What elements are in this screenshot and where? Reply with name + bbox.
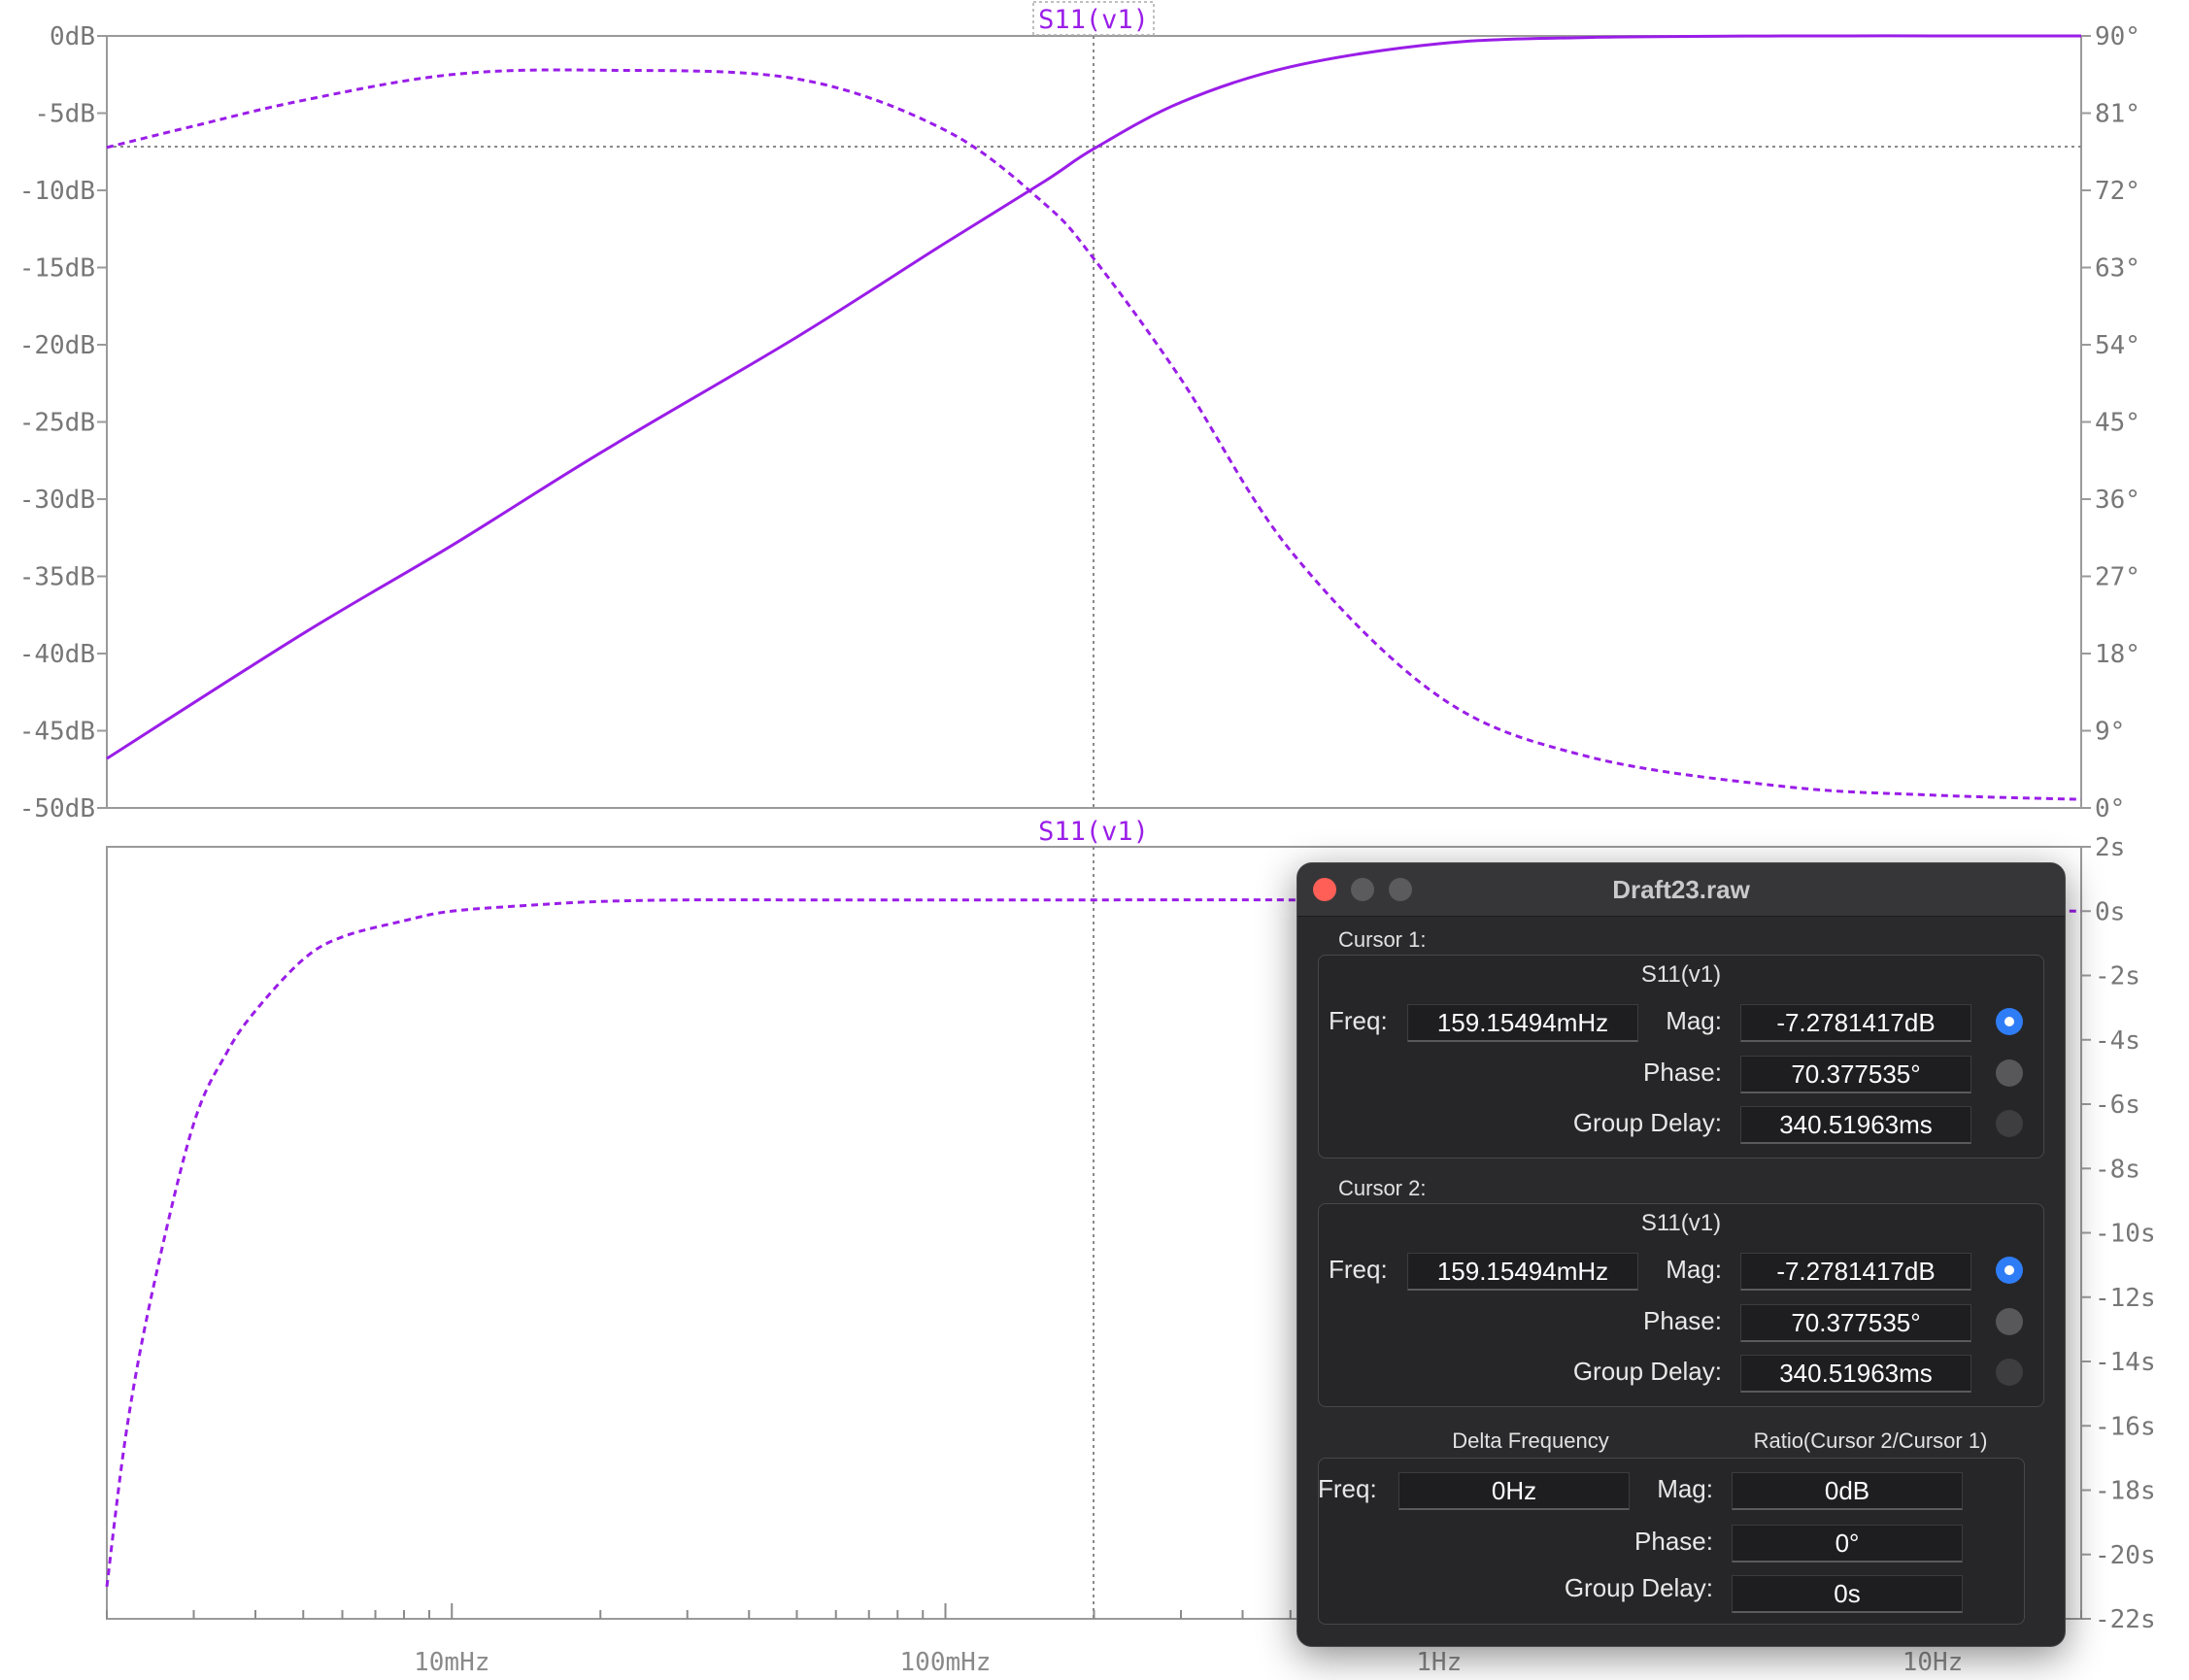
upper-right-tick-label: 36° (2095, 486, 2140, 515)
minimize-button[interactable] (1351, 878, 1374, 901)
lower-right-tick-label: -6s (2095, 1091, 2140, 1120)
lower-right-tick-label: -14s (2095, 1348, 2156, 1377)
lower-right-tick-label: 0s (2095, 897, 2125, 926)
upper-right-tick-label: 27° (2095, 563, 2140, 592)
upper-left-tick-label: -20dB (19, 331, 95, 360)
upper-left-tick-label: -25dB (19, 409, 95, 438)
title-bar[interactable]: Draft23.raw (1297, 863, 2065, 917)
ratio-mag-field[interactable]: 0dB (1732, 1472, 1963, 1510)
cursor1-mag-radio[interactable] (1996, 1008, 2023, 1035)
upper-left-axis: 0dB -5dB -10dB -15dB -20dB -25dB -30dB -35dB -40… (19, 22, 107, 823)
upper-right-tick-label: 72° (2095, 177, 2140, 206)
cursor1-freq-label: Freq: (1329, 1006, 1388, 1035)
upper-right-tick-label: 54° (2095, 331, 2140, 360)
cursor1-group: S11(v1) Freq: 159.15494mHz Mag: -7.27814… (1318, 955, 2044, 1159)
lower-right-tick-label: -12s (2095, 1284, 2156, 1313)
upper-plot-title-box (1032, 1, 1155, 36)
upper-right-tick-label: 18° (2095, 640, 2140, 669)
cursor1-phase-radio[interactable] (1996, 1059, 2023, 1087)
cursor2-section-label: Cursor 2: (1338, 1176, 1427, 1200)
x-tick-label: 1Hz (1416, 1648, 1462, 1677)
lower-right-tick-label: -18s (2095, 1477, 2156, 1506)
upper-right-tick-label: 90° (2095, 22, 2140, 51)
cursor2-group-delay-label: Group Delay: (1572, 1357, 1722, 1386)
upper-left-tick-label: -50dB (19, 794, 95, 823)
cursor1-freq-field[interactable]: 159.15494mHz (1407, 1004, 1638, 1042)
cursor1-trace-name: S11(v1) (1640, 961, 1722, 988)
ratio-phase-label: Phase: (1634, 1527, 1713, 1556)
cursor2-phase-radio[interactable] (1996, 1308, 2023, 1335)
phase-trace (106, 68, 2082, 801)
lower-right-tick-label: -8s (2095, 1155, 2140, 1184)
upper-right-axis: 90° 81° 72° 63° 54° 45° 36° 27° 18° 9° 0° (2081, 22, 2140, 823)
cursor1-mag-field[interactable]: -7.2781417dB (1740, 1004, 1971, 1042)
zoom-button[interactable] (1389, 878, 1412, 901)
upper-left-tick-label: -10dB (19, 177, 95, 206)
x-tick-label: 10mHz (414, 1648, 489, 1677)
upper-right-tick-label: 0° (2095, 794, 2125, 823)
cursor1-group-delay-field[interactable]: 340.51963ms (1740, 1106, 1971, 1144)
lower-right-tick-label: -2s (2095, 962, 2140, 991)
delta-frequency-header: Delta Frequency (1452, 1428, 1609, 1453)
cursor1-phase-field[interactable]: 70.377535° (1740, 1056, 1971, 1093)
lower-right-tick-label: -4s (2095, 1026, 2140, 1056)
ratio-phase-field[interactable]: 0° (1732, 1525, 1963, 1562)
upper-left-tick-label: 0dB (50, 22, 95, 51)
cursor2-phase-field[interactable]: 70.377535° (1740, 1304, 1971, 1342)
cursor1-group-delay-label: Group Delay: (1572, 1108, 1722, 1137)
upper-left-tick-label: -45dB (19, 718, 95, 747)
upper-plot-frame[interactable] (106, 35, 2082, 809)
x-tick-label: 10Hz (1903, 1648, 1964, 1677)
lower-right-axis: 2s 0s -2s -4s -6s -8s -10s -12s -14s -16s -18s -20s… (2081, 833, 2156, 1634)
ratio-group-delay-field[interactable]: 0s (1732, 1575, 1963, 1613)
upper-plot-title[interactable]: S11(v1) (1038, 5, 1149, 35)
delta-group: Freq: 0Hz Mag: 0dB Phase: 0° Group Delay… (1318, 1458, 2025, 1625)
cursor2-group-delay-field[interactable]: 340.51963ms (1740, 1355, 1971, 1393)
cursor2-mag-radio[interactable] (1996, 1257, 2023, 1284)
window-title: Draft23.raw (1612, 875, 1750, 904)
ratio-mag-label: Mag: (1657, 1474, 1713, 1503)
cursor2-freq-label: Freq: (1329, 1255, 1388, 1284)
cursor2-trace-name: S11(v1) (1640, 1210, 1722, 1236)
delta-freq-field[interactable]: 0Hz (1398, 1472, 1630, 1510)
cursor2-group-delay-radio[interactable] (1996, 1359, 2023, 1386)
x-tick-label: 100mHz (900, 1648, 992, 1677)
cursor-window[interactable]: Draft23.raw Cursor 1: S11(v1) Freq: 159.… (1297, 862, 2066, 1647)
cursor2-freq-field[interactable]: 159.15494mHz (1407, 1253, 1638, 1291)
upper-right-tick-label: 9° (2095, 718, 2125, 747)
cursor1-section-label: Cursor 1: (1338, 927, 1427, 952)
upper-left-tick-label: -30dB (19, 486, 95, 515)
close-button[interactable] (1313, 878, 1336, 901)
ratio-group-delay-label: Group Delay: (1564, 1573, 1713, 1602)
cursor2-mag-label: Mag: (1666, 1255, 1722, 1284)
ratio-header: Ratio(Cursor 2/Cursor 1) (1753, 1428, 1988, 1453)
cursor2-phase-label: Phase: (1643, 1306, 1722, 1335)
upper-left-tick-label: -35dB (19, 563, 95, 592)
lower-right-tick-label: -10s (2095, 1220, 2156, 1249)
cursor1-group-delay-radio[interactable] (1996, 1110, 2023, 1137)
cursor1-phase-label: Phase: (1643, 1058, 1722, 1087)
cursor2-mag-field[interactable]: -7.2781417dB (1740, 1253, 1971, 1291)
lower-right-tick-label: -22s (2095, 1605, 2156, 1634)
magnitude-trace (106, 34, 2081, 760)
upper-left-tick-label: -5dB (34, 100, 95, 129)
upper-right-tick-label: 63° (2095, 254, 2140, 284)
x-axis-labels: 10mHz 100mHz 1Hz 10Hz (414, 1648, 1963, 1677)
cursor1-mag-label: Mag: (1666, 1006, 1722, 1035)
lower-right-tick-label: -16s (2095, 1412, 2156, 1441)
upper-right-tick-label: 81° (2095, 100, 2140, 129)
cursor2-group: S11(v1) Freq: 159.15494mHz Mag: -7.27814… (1318, 1203, 2044, 1407)
lower-right-tick-label: 2s (2095, 833, 2125, 862)
upper-right-tick-label: 45° (2095, 409, 2140, 438)
upper-left-tick-label: -40dB (19, 640, 95, 669)
lower-right-tick-label: -20s (2095, 1541, 2156, 1570)
lower-plot-title[interactable]: S11(v1) (1038, 817, 1149, 847)
delta-freq-label: Freq: (1318, 1474, 1377, 1503)
upper-left-tick-label: -15dB (19, 254, 95, 284)
